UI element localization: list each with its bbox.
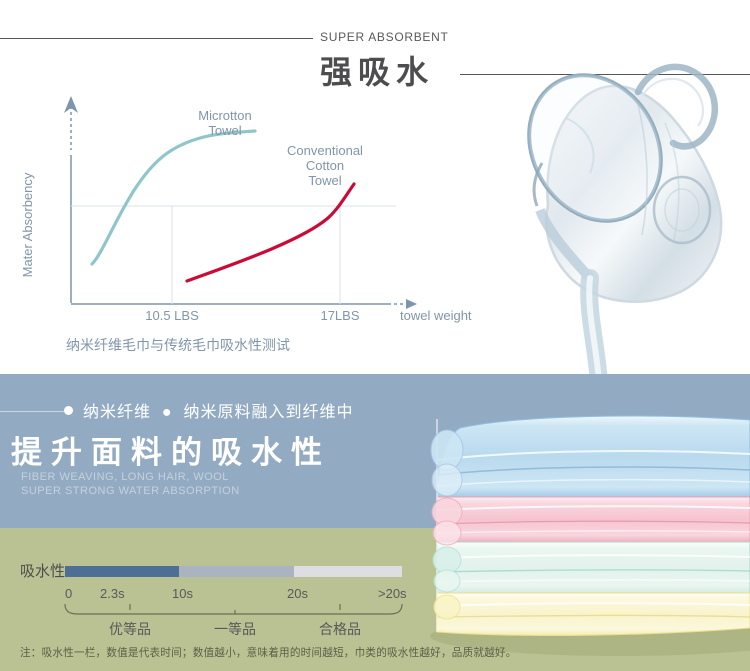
svg-text:10s: 10s (172, 586, 193, 601)
svg-text:20s: 20s (287, 586, 308, 601)
svg-text:一等品: 一等品 (214, 621, 256, 637)
svg-text:优等品: 优等品 (109, 621, 151, 637)
svg-text:合格品: 合格品 (319, 621, 361, 637)
svg-text:2.3s: 2.3s (100, 586, 125, 601)
svg-text:0: 0 (65, 586, 72, 601)
svg-text:>20s: >20s (378, 586, 407, 601)
